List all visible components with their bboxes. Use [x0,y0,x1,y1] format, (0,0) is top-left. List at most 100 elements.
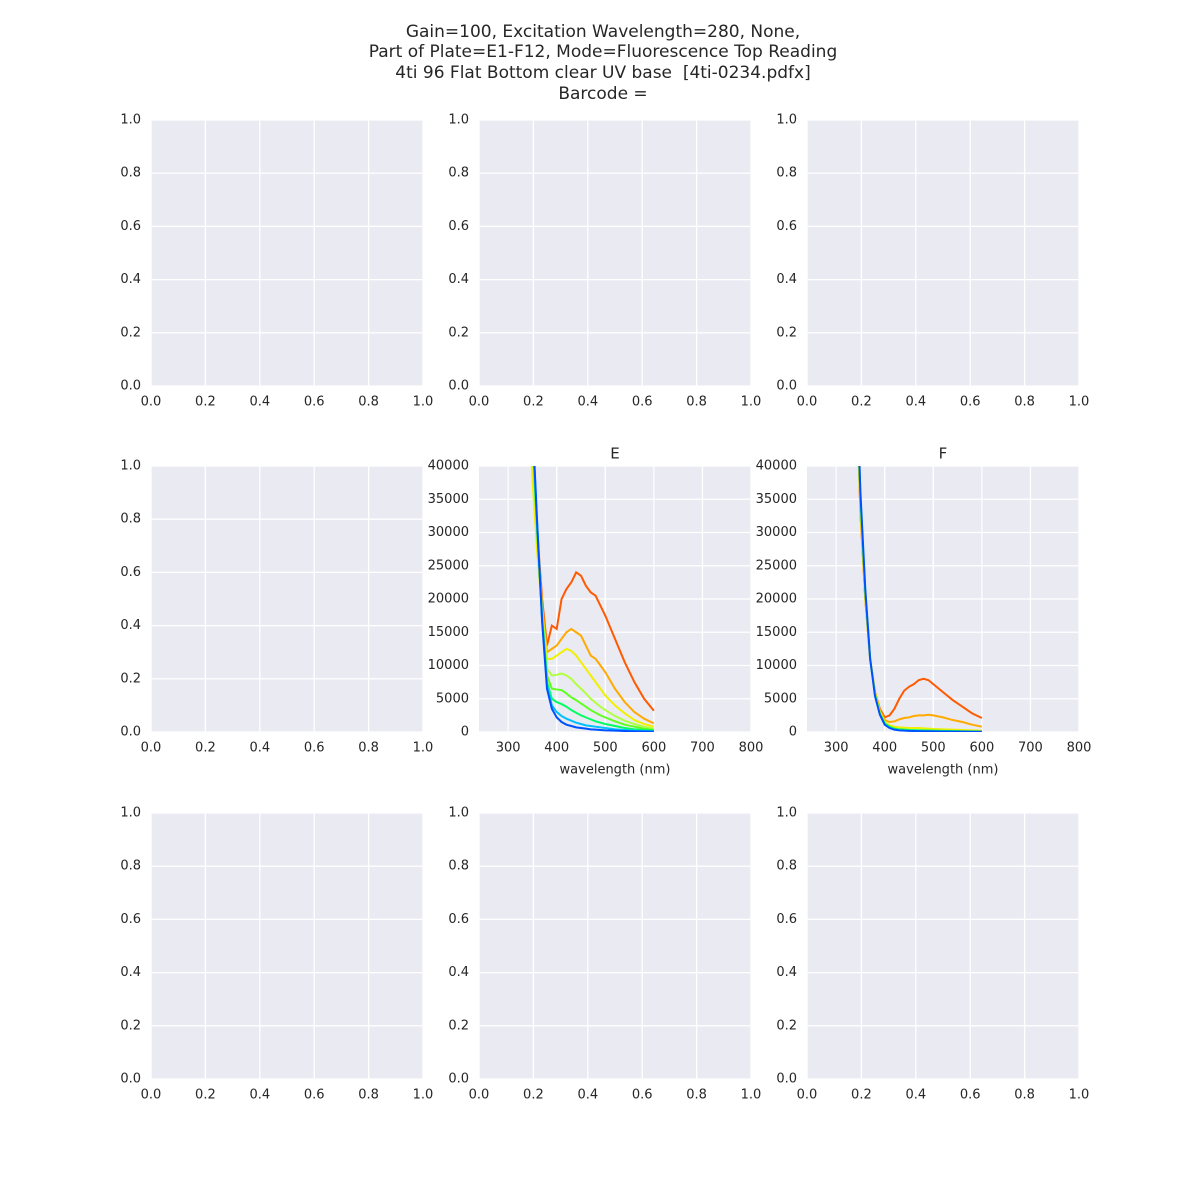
subplot: 0.0 0.2 0.4 0.6 0.8 1.0 0.0 0.2 0.4 0.6 0.8 1.0 [120,113,433,410]
x-tick-label: 1.0 [1069,1088,1090,1103]
x-axis-label: wavelength (nm) [888,763,999,778]
subplot: 0.0 0.2 0.4 0.6 0.8 1.0 0.0 0.2 0.4 0.6 0.8 1.0 [448,806,761,1103]
y-tick-label: 1.0 [120,459,141,474]
x-tick-label: 800 [739,741,764,756]
y-tick-label: 0.6 [120,912,141,927]
x-tick-label: 0.2 [523,1088,544,1103]
y-tick-label: 0.6 [776,912,797,927]
x-tick-label: 0.0 [797,1088,818,1103]
x-tick-label: 500 [593,741,618,756]
y-tick-label: 0.6 [120,565,141,580]
x-tick-label: 400 [544,741,569,756]
x-tick-label: 300 [824,741,849,756]
x-tick-label: 0.6 [632,1088,653,1103]
subplot-title: F [939,445,948,463]
plot-area [151,120,423,386]
y-tick-label: 0.2 [120,325,141,340]
series-line [858,466,982,732]
x-tick-label: 1.0 [413,741,434,756]
y-tick-label: 0.4 [448,272,469,287]
x-tick-label: 700 [690,741,715,756]
y-tick-label: 0.0 [776,379,797,394]
x-tick-label: 0.0 [141,1088,162,1103]
x-tick-label: 0.6 [632,395,653,410]
x-tick-label: 1.0 [741,1088,762,1103]
x-tick-label: 0.0 [141,741,162,756]
x-tick-label: 300 [496,741,521,756]
x-tick-label: 0.6 [960,395,981,410]
y-tick-label: 5000 [764,691,797,706]
subplot: 0.0 0.2 0.4 0.6 0.8 1.0 0.0 0.2 0.4 0.6 0.8 1.0 [120,806,433,1103]
y-tick-label: 0.0 [448,1072,469,1087]
y-tick-label: 0.2 [448,325,469,340]
figure-title: Part of Plate=E1-F12, Mode=Fluorescence … [369,42,837,62]
y-tick-label: 1.0 [120,113,141,128]
y-tick-label: 5000 [436,691,469,706]
y-tick-label: 40000 [428,459,469,474]
y-tick-label: 0.2 [120,1018,141,1033]
x-tick-label: 0.4 [249,395,270,410]
x-tick-label: 0.8 [358,741,379,756]
y-tick-label: 0.6 [120,219,141,234]
y-tick-label: 0.8 [120,859,141,874]
subplot: 0.0 0.2 0.4 0.6 0.8 1.0 0.0 0.2 0.4 0.6 0.8 1.0 [776,113,1089,410]
y-tick-label: 0.8 [448,859,469,874]
x-tick-label: 0.4 [905,395,926,410]
x-tick-label: 0.2 [851,395,872,410]
x-tick-label: 0.2 [851,1088,872,1103]
y-tick-label: 1.0 [448,113,469,128]
subplot: 0.0 0.2 0.4 0.6 0.8 1.0 0.0 0.2 0.4 0.6 0.8 1.0 [448,113,761,410]
y-tick-label: 25000 [428,558,469,573]
y-tick-label: 10000 [428,658,469,673]
y-tick-label: 0.6 [776,219,797,234]
plot-area [479,813,751,1079]
x-tick-label: 0.4 [905,1088,926,1103]
x-tick-label: 400 [872,741,897,756]
y-tick-label: 0.0 [448,379,469,394]
y-tick-label: 0.4 [120,272,141,287]
y-tick-label: 40000 [756,459,797,474]
x-tick-label: 0.0 [797,395,818,410]
x-tick-label: 500 [921,741,946,756]
y-tick-label: 20000 [428,592,469,607]
x-tick-label: 0.4 [249,1088,270,1103]
y-tick-label: 15000 [756,625,797,640]
plot-area [479,120,751,386]
y-tick-label: 0.2 [776,325,797,340]
y-tick-label: 1.0 [448,806,469,821]
y-tick-label: 35000 [756,492,797,507]
x-tick-label: 0.8 [358,1088,379,1103]
x-tick-label: 0.8 [358,395,379,410]
y-tick-label: 20000 [756,592,797,607]
y-tick-label: 0.6 [448,912,469,927]
plot-area [151,813,423,1079]
x-tick-label: 0.2 [195,1088,216,1103]
y-tick-label: 0.0 [120,379,141,394]
y-tick-label: 0.6 [448,219,469,234]
x-tick-label: 800 [1067,741,1092,756]
plot-area [151,466,423,732]
y-tick-label: 10000 [756,658,797,673]
y-tick-label: 1.0 [120,806,141,821]
subplot-title: E [610,445,619,463]
series-line [533,466,654,732]
x-tick-label: 1.0 [413,395,434,410]
y-tick-label: 0.0 [776,1072,797,1087]
x-tick-label: 0.8 [1014,1088,1035,1103]
x-tick-label: 0.6 [304,741,325,756]
x-tick-label: 1.0 [1069,395,1090,410]
y-tick-label: 30000 [756,525,797,540]
x-tick-label: 0.4 [577,1088,598,1103]
x-tick-label: 0.4 [249,741,270,756]
x-tick-label: 0.6 [304,395,325,410]
y-tick-label: 15000 [428,625,469,640]
y-tick-label: 0.4 [776,272,797,287]
figure-title: Gain=100, Excitation Wavelength=280, Non… [406,22,800,42]
y-tick-label: 0.8 [448,166,469,181]
x-tick-label: 0.8 [686,1088,707,1103]
y-tick-label: 0.0 [120,1072,141,1087]
plot-area [807,813,1079,1079]
x-tick-label: 0.6 [960,1088,981,1103]
y-tick-label: 1.0 [776,806,797,821]
x-tick-label: 600 [969,741,994,756]
